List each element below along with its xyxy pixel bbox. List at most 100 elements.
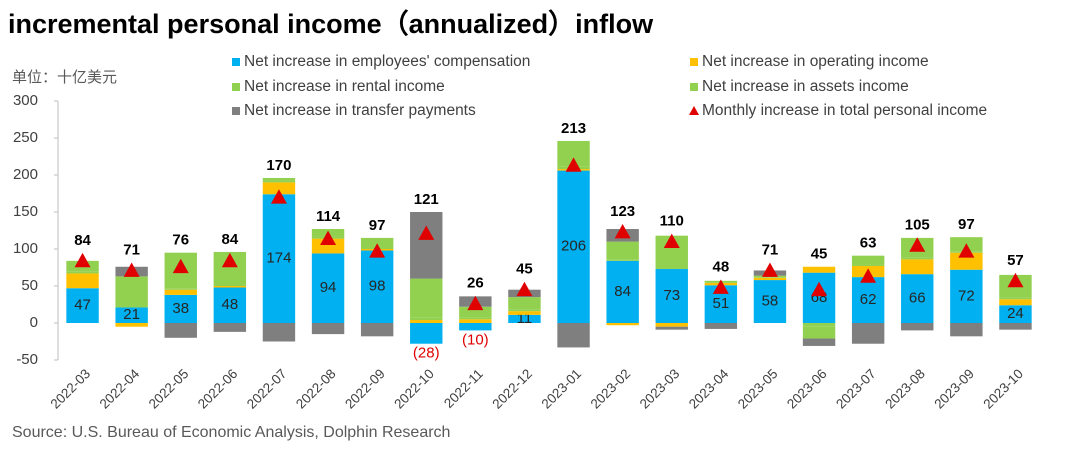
total-label: 97 <box>958 216 975 233</box>
legend-label: Net increase in employees' compensation <box>244 53 530 70</box>
total-marker <box>565 157 582 172</box>
bar-segment <box>655 268 688 323</box>
total-label: 97 <box>369 217 386 234</box>
bar-segment <box>802 326 836 339</box>
total-label: 71 <box>123 241 140 258</box>
total-marker <box>1007 272 1024 288</box>
value-label: (28) <box>413 345 440 362</box>
total-label: 105 <box>905 216 930 233</box>
value-label: 98 <box>369 278 386 295</box>
bar-segment <box>410 212 443 279</box>
bar-segment <box>66 288 99 323</box>
total-marker <box>172 258 189 274</box>
bar-segment <box>410 323 443 344</box>
total-label: 213 <box>561 120 586 137</box>
bar-segment <box>311 238 345 254</box>
bar-segment <box>262 323 296 342</box>
bar-segment <box>311 253 345 323</box>
value-label: 21 <box>123 306 140 323</box>
value-label: 94 <box>320 279 337 296</box>
bar-segment <box>901 323 934 331</box>
total-marker <box>860 268 877 283</box>
total-label: 110 <box>660 213 684 230</box>
value-label: 84 <box>614 283 631 300</box>
total-marker <box>761 262 778 277</box>
total-marker <box>123 262 140 277</box>
value-label: 48 <box>222 296 239 313</box>
bar-segment <box>410 278 443 318</box>
bar-segment <box>901 274 934 323</box>
bar-segment <box>459 323 492 331</box>
total-marker <box>74 252 91 268</box>
value-label: 73 <box>663 287 680 304</box>
unit-label: 单位：十亿美元 <box>12 69 117 86</box>
total-label: 71 <box>762 241 779 258</box>
value-label: 24 <box>1007 305 1024 322</box>
value-label: 47 <box>74 297 91 314</box>
y-tick-label: 0 <box>30 314 38 331</box>
bar-segment <box>164 289 197 295</box>
bar-segment <box>164 323 197 338</box>
bar-segment <box>802 338 836 346</box>
bar-segment <box>753 277 787 281</box>
bar-segment <box>950 269 983 323</box>
bar-segment <box>115 305 148 308</box>
total-label: 48 <box>713 258 730 275</box>
y-tick-label: 150 <box>13 203 38 220</box>
total-marker <box>712 279 729 294</box>
total-label: 84 <box>222 231 239 248</box>
total-marker <box>958 243 975 258</box>
bar-segment <box>262 177 296 181</box>
bar-segment <box>704 323 738 329</box>
total-marker <box>270 189 287 204</box>
bar-segment <box>508 309 541 312</box>
total-label: 84 <box>74 232 91 249</box>
total-label: 170 <box>266 157 291 174</box>
bar-segment <box>606 259 639 261</box>
total-label: 45 <box>516 261 533 278</box>
legend-label: Net increase in operating income <box>702 53 929 70</box>
bar-segment <box>262 194 296 323</box>
total-label: 114 <box>316 208 341 225</box>
total-label: 57 <box>1007 252 1024 269</box>
legend-swatch <box>690 83 698 91</box>
bar-segment <box>999 323 1032 330</box>
total-label: 123 <box>610 203 635 220</box>
bar-segment <box>655 326 688 330</box>
bar-segment <box>311 323 345 335</box>
total-marker <box>467 295 484 311</box>
legend-swatch <box>232 107 240 115</box>
value-label: 66 <box>909 290 926 307</box>
bar-segment <box>459 317 492 320</box>
bar-segment <box>950 252 983 270</box>
bar-segment <box>360 237 394 248</box>
bar-segment <box>213 286 247 288</box>
bar-segment <box>115 323 148 327</box>
source-note: Source: U.S. Bureau of Economic Analysis… <box>12 424 450 441</box>
y-tick-label: 50 <box>21 277 38 294</box>
y-tick-label: 300 <box>13 92 38 109</box>
y-tick-label: 200 <box>13 166 38 183</box>
bar-segment <box>213 323 247 332</box>
value-label: 62 <box>860 291 877 308</box>
bar-segment <box>851 255 885 265</box>
bar-segment <box>999 305 1032 323</box>
bar-segment <box>655 323 688 327</box>
bar-segment <box>508 311 541 315</box>
total-marker <box>320 230 337 246</box>
total-label: 76 <box>172 232 189 249</box>
value-label: (10) <box>462 331 489 348</box>
legend-swatch <box>232 83 240 91</box>
total-marker <box>369 243 386 258</box>
bar-segment <box>508 297 541 310</box>
bar-segment <box>66 273 99 289</box>
bar-segment <box>262 180 296 183</box>
bar-segment <box>999 299 1032 306</box>
total-label: 45 <box>811 246 828 263</box>
value-label: 51 <box>713 295 730 312</box>
y-tick-label: -50 <box>16 351 38 368</box>
bar-segment <box>606 323 639 326</box>
total-marker <box>614 223 631 239</box>
